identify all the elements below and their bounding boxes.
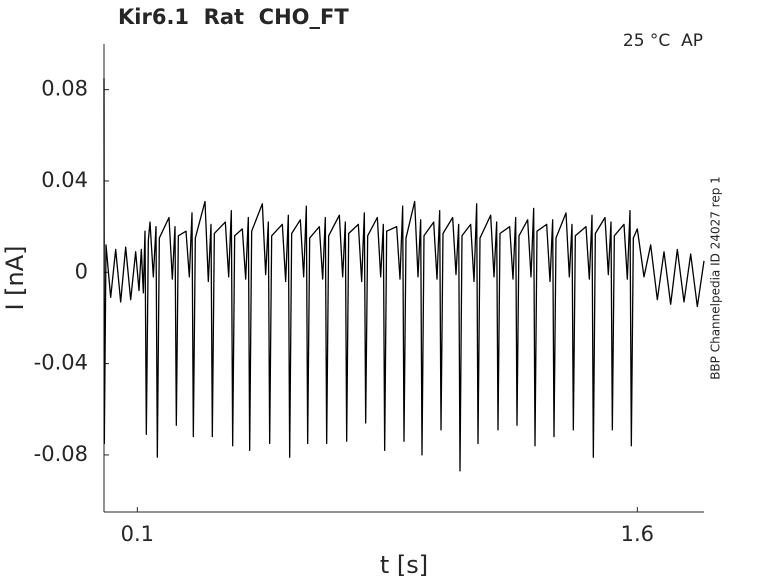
y-tick-label: 0.08 — [41, 77, 88, 101]
x-tick-label: 1.6 — [621, 522, 654, 546]
x-tick-label: 0.1 — [121, 522, 154, 546]
chart-title: Kir6.1 Rat CHO_FT — [118, 5, 349, 29]
y-tick-label: -0.08 — [34, 442, 88, 466]
y-axis-label: I [nA] — [1, 245, 29, 310]
side-note: BBP Channelpedia ID 24027 rep 1 — [709, 176, 723, 380]
annotation: 25 °C AP — [623, 31, 703, 51]
y-tick-label: 0.04 — [41, 168, 88, 192]
y-tick-label: 0 — [75, 259, 88, 283]
y-tick-label: -0.04 — [34, 351, 88, 375]
trace — [103, 78, 705, 472]
x-axis-label: t [s] — [380, 551, 428, 579]
